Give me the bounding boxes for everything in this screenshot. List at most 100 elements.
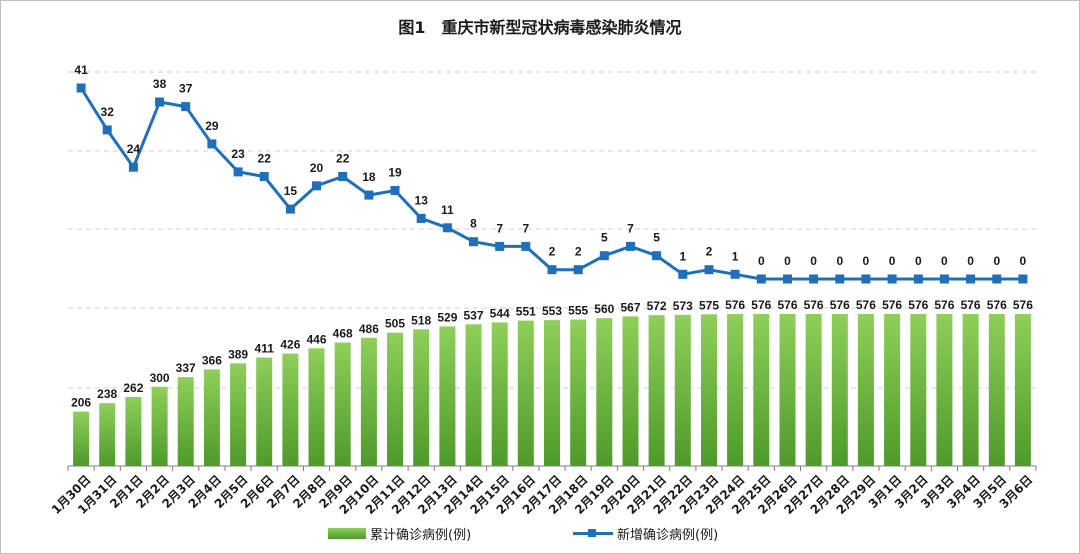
line-point: [783, 274, 792, 284]
bar: [125, 396, 142, 466]
line-point: [495, 241, 505, 251]
bar-value-label: 555: [568, 304, 588, 318]
legend-line-swatch: [573, 528, 613, 539]
line-value-label: 7: [522, 221, 529, 235]
line-value-label: 23: [231, 147, 245, 161]
bar-value-label: 575: [699, 298, 719, 312]
bar: [256, 357, 273, 466]
bar-value-label: 544: [490, 306, 510, 320]
bar: [701, 314, 717, 466]
line-value-label: 24: [127, 142, 141, 156]
line-point: [312, 181, 321, 191]
bar-value-label: 576: [751, 298, 771, 312]
bar-value-label: 468: [333, 327, 353, 341]
line-point: [730, 269, 740, 279]
bar-value-label: 411: [255, 342, 275, 356]
bar: [596, 318, 613, 466]
line-value-label: 0: [863, 254, 870, 268]
line-point: [76, 83, 86, 93]
line-point: [442, 223, 452, 233]
bar: [282, 353, 299, 466]
line-value-label: 5: [601, 231, 608, 245]
bar: [910, 314, 927, 466]
bar: [203, 369, 220, 466]
bar: [962, 314, 979, 466]
line-value-label: 0: [810, 254, 817, 268]
bar: [936, 314, 953, 466]
line-point: [416, 213, 426, 223]
line-point: [678, 269, 688, 279]
bar-value-label: 551: [516, 305, 536, 319]
line-point: [469, 237, 478, 247]
line-value-label: 7: [496, 221, 503, 235]
bar-value-label: 529: [437, 310, 457, 324]
bar-value-label: 560: [594, 302, 614, 316]
line-point: [966, 274, 976, 284]
line-point: [338, 172, 348, 181]
line-point: [992, 274, 1002, 284]
bar-value-label: 576: [882, 298, 902, 312]
bar-value-label: 572: [647, 299, 667, 313]
bar: [73, 411, 90, 466]
bar: [465, 324, 482, 466]
bar-value-label: 389: [228, 347, 248, 361]
line-point: [285, 204, 295, 214]
line-value-label: 5: [653, 231, 660, 245]
line-point: [835, 274, 845, 284]
bar: [884, 314, 901, 466]
line-value-label: 2: [575, 245, 582, 259]
line-value-label: 13: [415, 193, 429, 207]
line-point: [181, 102, 191, 112]
bar-value-label: 426: [280, 338, 300, 352]
bar-value-label: 576: [908, 298, 928, 312]
bar: [648, 315, 665, 466]
bar: [674, 314, 691, 466]
bar-value-label: 576: [934, 298, 954, 312]
line-value-label: 11: [441, 203, 454, 217]
bar-value-label: 576: [804, 298, 824, 312]
line-point: [1018, 274, 1028, 284]
line-point: [599, 251, 609, 261]
bar-value-label: 576: [961, 298, 981, 312]
bar: [230, 363, 247, 466]
line-value-label: 0: [836, 254, 843, 268]
bar-value-label: 366: [202, 353, 222, 367]
bar-value-label: 567: [620, 300, 640, 314]
bar-value-label: 576: [987, 298, 1007, 312]
bar: [413, 329, 430, 466]
legend-label-new: 新增确诊病例(例): [617, 528, 719, 543]
bar-value-label: 576: [1013, 298, 1033, 312]
bar-value-label: 576: [725, 298, 745, 312]
bar: [753, 314, 770, 466]
bar: [570, 319, 587, 466]
bar: [622, 316, 639, 466]
bar-value-label: 576: [856, 298, 876, 312]
line-point: [155, 97, 165, 107]
line-value-label: 29: [205, 119, 219, 133]
line-value-label: 2: [706, 245, 713, 259]
line-point: [128, 162, 138, 172]
legend-bar-swatch: [328, 528, 366, 539]
line-point: [861, 274, 871, 284]
line-point: [233, 167, 243, 177]
line-value-label: 0: [967, 254, 974, 268]
line-value-label: 1: [679, 249, 686, 263]
line-value-label: 0: [1020, 254, 1027, 268]
line-value-label: 7: [627, 221, 634, 235]
line-value-label: 15: [284, 184, 298, 198]
line-point: [887, 274, 897, 284]
line-point: [573, 265, 583, 275]
line-value-label: 0: [941, 254, 948, 268]
line-point: [207, 139, 217, 149]
bar: [517, 320, 534, 466]
line-point: [704, 265, 714, 275]
bar: [151, 386, 168, 466]
line-point: [809, 274, 819, 284]
line-point: [259, 172, 269, 181]
bar: [831, 314, 848, 466]
bar-value-label: 446: [306, 332, 326, 346]
bar: [805, 314, 822, 466]
line-value-label: 41: [74, 63, 88, 77]
line-point: [390, 186, 400, 195]
line-value-label: 18: [362, 170, 376, 184]
